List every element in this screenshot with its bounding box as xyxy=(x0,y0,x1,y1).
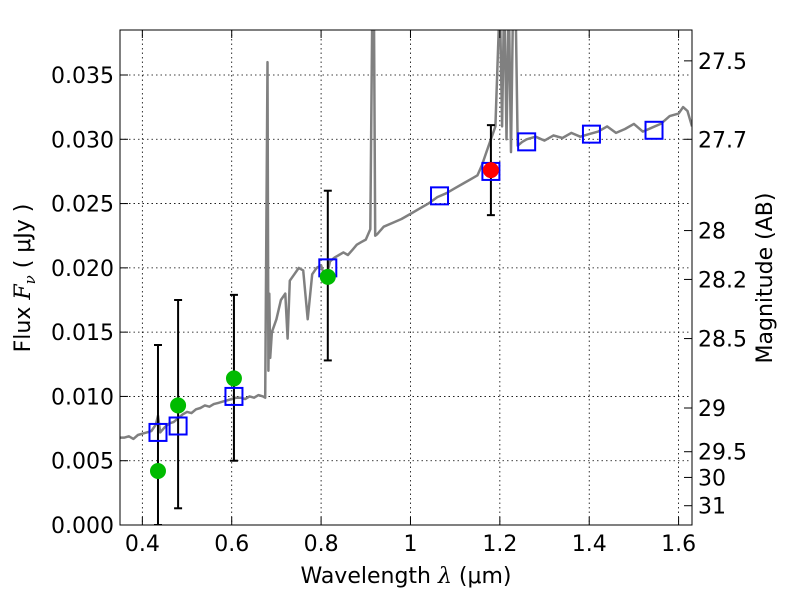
spectrum-layer xyxy=(120,30,692,441)
plot-frame xyxy=(119,29,693,526)
hst-detection-point xyxy=(149,463,166,479)
y2-tick-label: 28.5 xyxy=(698,328,747,353)
y-tick-label: 0.020 xyxy=(51,257,114,282)
y-tick-label: 0.025 xyxy=(51,193,114,218)
y-tick-label: 0.035 xyxy=(51,64,114,89)
hst-detection-point xyxy=(225,370,242,387)
x-tick-label: 1.6 xyxy=(661,532,696,557)
y-tick-label: 0.005 xyxy=(51,450,114,475)
x-tick-label: 1.4 xyxy=(572,532,607,557)
model-photometry-point xyxy=(224,386,244,406)
tick-labels: 0.4 0.6 0.8 1 1.2 1.4 1.6 0.000 0.005 0.010 0.015 0… xyxy=(51,50,747,557)
model-photometry-point xyxy=(644,120,664,140)
y2-tick-label: 29.5 xyxy=(698,441,747,466)
y-tick-label: 0.015 xyxy=(51,321,114,346)
y2-tick-label: 29 xyxy=(698,397,726,422)
spectrum-line xyxy=(120,30,692,441)
y-tick-label: 0.030 xyxy=(51,128,114,153)
hst-detection-point xyxy=(319,268,336,285)
model-photometry-point xyxy=(430,186,450,206)
hst-detection-point xyxy=(170,397,187,414)
y-tick-label: 0.000 xyxy=(51,514,114,539)
x-tick-label: 0.8 xyxy=(304,532,339,557)
y2-tick-label: 30 xyxy=(698,466,726,491)
x-tick-label: 0.4 xyxy=(125,532,160,557)
y-axis-label: Flux Fν ( μJy ) xyxy=(11,204,39,353)
y-tick-label: 0.010 xyxy=(51,385,114,410)
model-photometry-point xyxy=(581,124,601,144)
y2-tick-label: 28.2 xyxy=(698,268,747,293)
x-tick-label: 1.2 xyxy=(482,532,517,557)
model-photometry-point xyxy=(148,422,168,442)
y2-tick-label: 27.7 xyxy=(698,128,747,153)
x-tick-label: 0.6 xyxy=(214,532,249,557)
ir-detection-point xyxy=(482,162,499,179)
marker-layer xyxy=(148,120,664,479)
y2-tick-label: 31 xyxy=(698,495,726,520)
axis-ticks xyxy=(120,30,692,526)
model-photometry-point xyxy=(168,416,188,436)
grid-lines xyxy=(120,30,692,526)
x-axis-label: Wavelength λ (μm) xyxy=(300,564,511,589)
errorbar-layer xyxy=(153,124,495,525)
y2-tick-label: 27.5 xyxy=(698,50,747,75)
x-tick-label: 1 xyxy=(403,532,417,557)
model-photometry-point xyxy=(517,132,537,152)
y2-tick-label: 28 xyxy=(698,220,726,245)
y2-axis-label: Magnitude (AB) xyxy=(753,193,778,364)
